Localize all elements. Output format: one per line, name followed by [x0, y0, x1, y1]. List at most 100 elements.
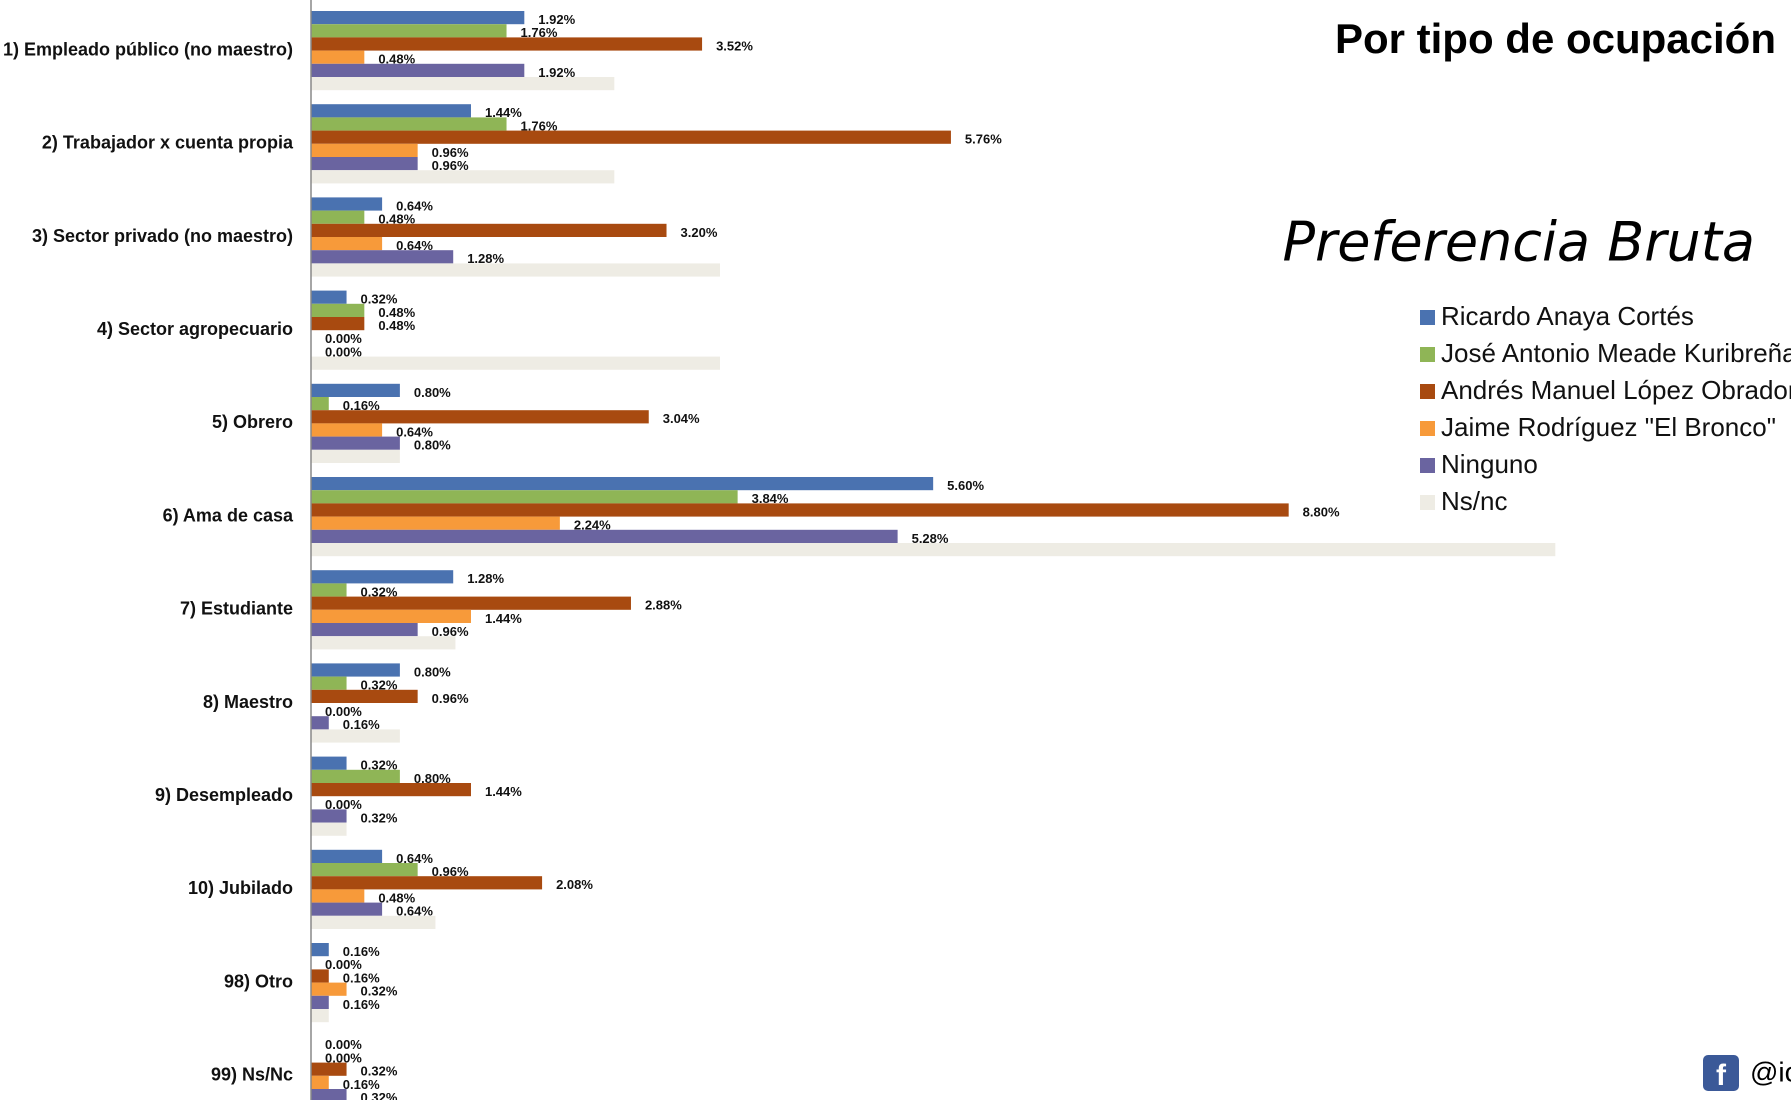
- bar: [311, 384, 400, 397]
- category-label: 9) Desempleado: [155, 785, 293, 805]
- category-label: 2) Trabajador x cuenta propia: [42, 133, 294, 153]
- legend-label: Ninguno: [1441, 449, 1538, 479]
- legend-label: Andrés Manuel López Obrador: [1441, 375, 1791, 405]
- bar: [311, 729, 400, 742]
- bar: [311, 823, 347, 836]
- value-label: 2.08%: [556, 877, 593, 892]
- category-label: 5) Obrero: [212, 412, 293, 432]
- bar: [311, 530, 898, 543]
- bar: [311, 317, 364, 330]
- bar: [311, 876, 542, 889]
- bar: [311, 623, 418, 636]
- bar: [311, 250, 453, 263]
- bar: [311, 357, 755, 370]
- bar: [311, 104, 471, 117]
- value-label: 0.96%: [432, 691, 469, 706]
- bar: [311, 197, 382, 210]
- bar: [311, 570, 453, 583]
- facebook-f: f: [1716, 1059, 1727, 1092]
- bar: [311, 224, 667, 237]
- bar: [311, 943, 329, 956]
- chart-subtitle: Preferencia Bruta: [1282, 211, 1755, 274]
- value-label: 5.60%: [947, 478, 984, 493]
- bar: [311, 663, 400, 676]
- value-label: 3.04%: [663, 411, 700, 426]
- legend-swatch: [1420, 347, 1435, 362]
- value-label: 0.80%: [414, 664, 451, 679]
- value-label: 0.16%: [343, 997, 380, 1012]
- category-label: 8) Maestro: [203, 692, 293, 712]
- bar: [311, 211, 364, 224]
- category-label: 7) Estudiante: [180, 599, 293, 619]
- bar: [311, 983, 347, 996]
- category-label: 98) Otro: [224, 971, 293, 991]
- bar: [311, 170, 614, 183]
- legend-swatch: [1420, 495, 1435, 510]
- chart-title: Por tipo de ocupación: [1335, 15, 1776, 62]
- bar: [311, 24, 507, 37]
- bar: [311, 996, 329, 1009]
- bar: [311, 144, 418, 157]
- bar: [311, 636, 455, 649]
- bar: [311, 490, 738, 503]
- bar: [311, 690, 418, 703]
- legend-label: José Antonio Meade Kuribreña: [1441, 338, 1791, 368]
- bar: [311, 770, 400, 783]
- value-label: 0.80%: [414, 438, 451, 453]
- bar: [311, 903, 382, 916]
- bar: [311, 450, 400, 463]
- legend-swatch: [1420, 458, 1435, 473]
- page: {"chart_data": {"type": "bar", "orientat…: [0, 0, 1791, 1100]
- category-label: 3) Sector privado (no maestro): [32, 226, 293, 246]
- bar: [311, 583, 347, 596]
- bar: [311, 64, 524, 77]
- value-label: 1.44%: [485, 611, 522, 626]
- legend-swatch: [1420, 384, 1435, 399]
- bar: [311, 423, 382, 436]
- bar: [311, 1089, 347, 1100]
- bar: [311, 517, 560, 530]
- bar: [311, 477, 933, 490]
- category-label: 10) Jubilado: [188, 878, 293, 898]
- value-label: 1.44%: [485, 784, 522, 799]
- value-label: 0.32%: [361, 1090, 398, 1100]
- value-label: 1.28%: [467, 571, 504, 586]
- bar: [311, 51, 364, 64]
- footer: @ic: [1750, 1056, 1791, 1087]
- bar: [311, 677, 347, 690]
- category-label: 4) Sector agropecuario: [97, 319, 293, 339]
- chart: Por tipo de ocupación Preferencia Bruta …: [0, 0, 1791, 1100]
- value-label: 3.20%: [681, 225, 718, 240]
- bar: [311, 809, 347, 822]
- bar: [311, 916, 435, 929]
- category-label: 99) Ns/Nc: [211, 1065, 293, 1085]
- value-label: 0.32%: [361, 810, 398, 825]
- value-label: 3.52%: [716, 38, 753, 53]
- bar: [311, 304, 364, 317]
- bar: [311, 1076, 329, 1089]
- legend-label: Jaime Rodríguez "El Bronco": [1441, 412, 1776, 442]
- bar: [311, 889, 364, 902]
- value-label: 5.76%: [965, 132, 1002, 147]
- bar: [311, 503, 1289, 516]
- bar: [311, 117, 507, 130]
- legend-label: Ricardo Anaya Cortés: [1441, 301, 1694, 331]
- value-label: 0.80%: [414, 385, 451, 400]
- bar: [311, 437, 400, 450]
- legend-swatch: [1420, 310, 1435, 325]
- bar: [311, 237, 382, 250]
- bar: [311, 291, 347, 304]
- bar: [311, 543, 1555, 556]
- bar: [311, 11, 524, 24]
- bar: [311, 37, 702, 50]
- category-label: 6) Ama de casa: [163, 505, 294, 525]
- bar: [311, 783, 471, 796]
- value-label: 8.80%: [1303, 504, 1340, 519]
- bar: [311, 716, 329, 729]
- mask-box: [720, 245, 1108, 417]
- bar: [311, 1009, 329, 1022]
- bar: [311, 77, 614, 90]
- bar: [311, 410, 649, 423]
- legend-swatch: [1420, 421, 1435, 436]
- bar: [311, 397, 329, 410]
